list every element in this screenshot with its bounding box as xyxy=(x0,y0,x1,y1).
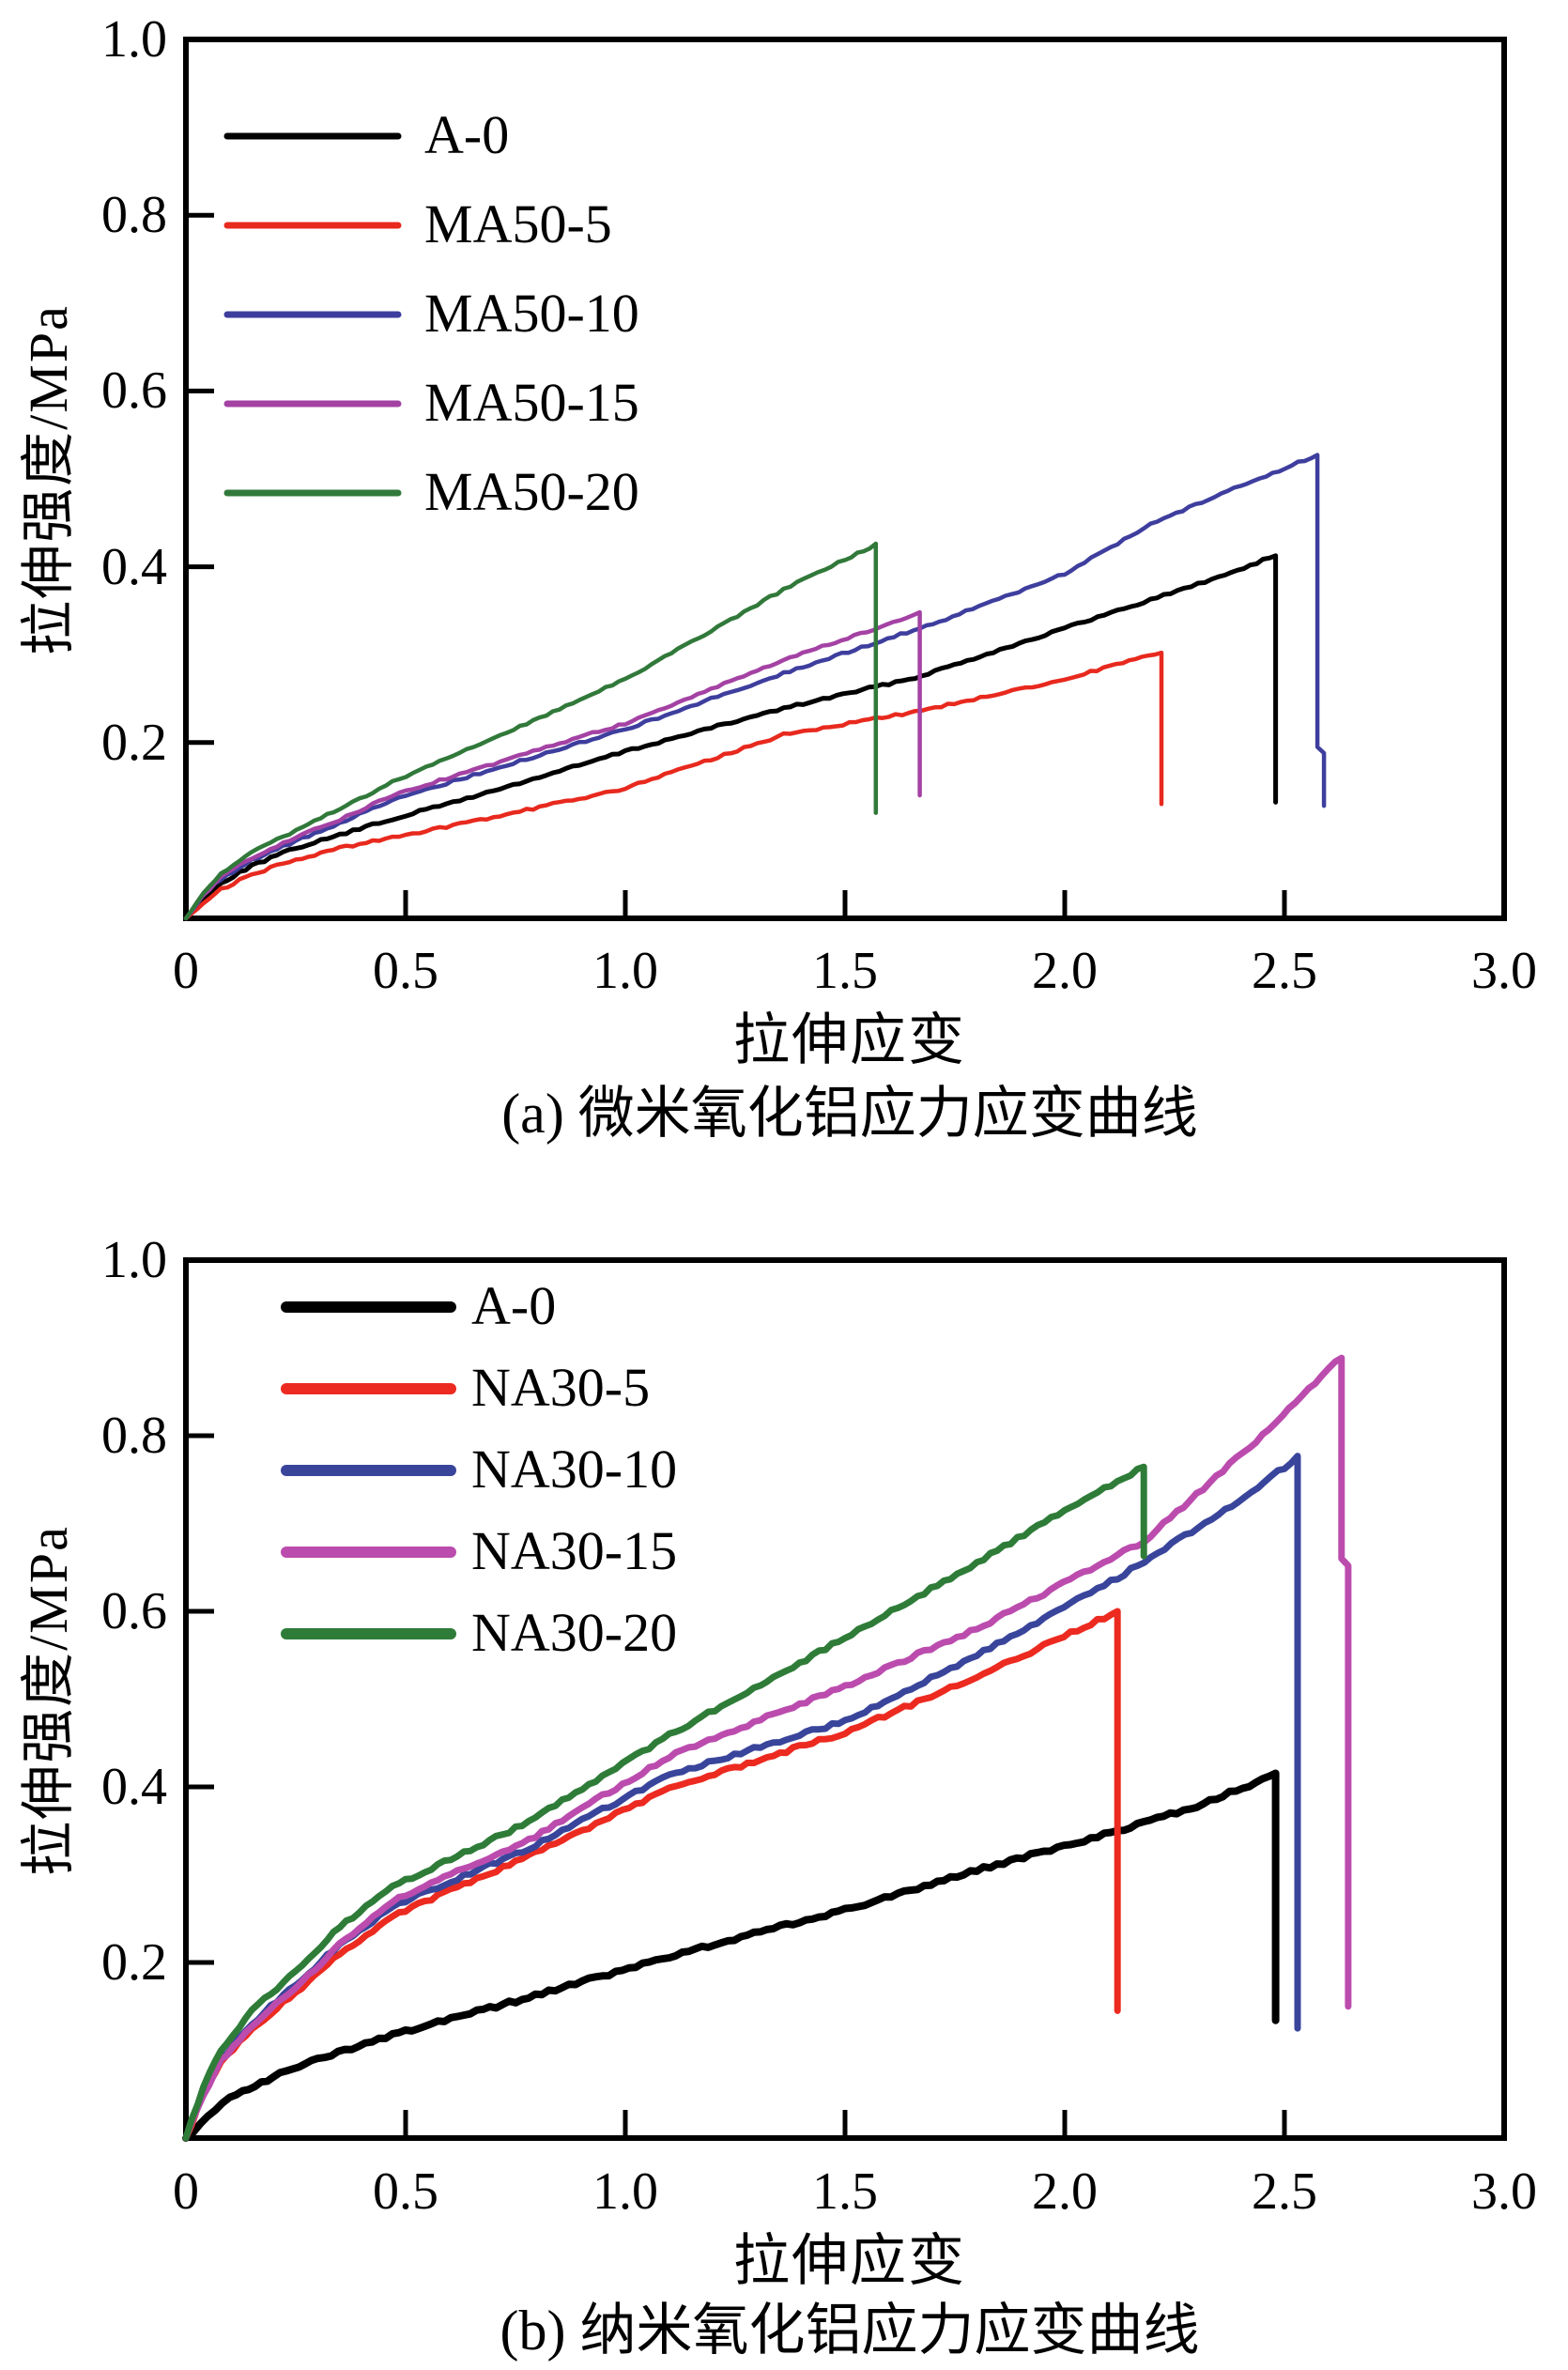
chart-a-series-MA50-15 xyxy=(183,609,922,921)
chart-a-x-axis-title: 拉伸应变 xyxy=(733,1009,966,1071)
chart-b-y-tick-label: 0.6 xyxy=(101,1582,167,1640)
chart-b-legend-label-NA30-15: NA30-15 xyxy=(471,1520,678,1581)
chart-a-y-tick-label: 1.0 xyxy=(101,10,167,69)
chart-a-x-tick-label: 2.0 xyxy=(1032,942,1098,1000)
chart-b-legend-label-NA30-10: NA30-10 xyxy=(471,1439,678,1500)
chart-b-series-NA30-5 xyxy=(182,1608,1121,2142)
chart-b-series-NA30-10 xyxy=(182,1453,1301,2142)
chart-b-series-NA30-20 xyxy=(182,1463,1147,2142)
chart-a-x-tick-label: 1.0 xyxy=(592,942,658,1000)
chart-b-x-tick-label: 2.5 xyxy=(1252,2162,1317,2221)
chart-a-series-MA50-20 xyxy=(183,541,879,921)
chart-a-y-tick-label: 0.4 xyxy=(101,537,167,596)
chart-a-y-tick-label: 0.8 xyxy=(101,186,167,245)
chart-b-x-tick-label: 1.0 xyxy=(592,2162,658,2221)
chart-a-x-tick-label: 2.5 xyxy=(1252,942,1317,1000)
chart-b-legend-label-NA30-5: NA30-5 xyxy=(471,1357,651,1418)
chart-a-legend-label-MA50-5: MA50-5 xyxy=(424,193,612,254)
chart-a-x-tick-label: 0 xyxy=(173,942,199,1000)
chart-a-x-tick-label: 3.0 xyxy=(1471,942,1537,1000)
chart-b-plot-border xyxy=(183,1257,1507,2141)
chart-b-legend-label-A-0: A-0 xyxy=(471,1275,557,1336)
chart-a-legend-label-MA50-20: MA50-20 xyxy=(424,461,639,522)
chart-b-caption: (b) 纳米氧化铝应力应变曲线 xyxy=(500,2300,1200,2362)
chart-b-x-tick-label: 3.0 xyxy=(1471,2162,1537,2221)
chart-a-caption: (a) 微米氧化铝应力应变曲线 xyxy=(501,1083,1198,1145)
chart-a-legend-label-MA50-10: MA50-10 xyxy=(424,283,639,344)
chart-b-y-tick-label: 0.4 xyxy=(101,1758,167,1816)
chart-b-x-axis-title: 拉伸应变 xyxy=(733,2230,966,2292)
chart-b-x-tick-label: 1.5 xyxy=(812,2162,878,2221)
chart-a-legend-label-A-0: A-0 xyxy=(424,104,510,165)
chart-b-x-tick-label: 0 xyxy=(173,2162,199,2221)
chart-a-series-MA50-5 xyxy=(183,650,1164,921)
chart-a-series-A-0 xyxy=(183,553,1279,921)
chart-b-legend-label-NA30-20: NA30-20 xyxy=(471,1602,678,1663)
chart-a-y-tick-label: 0.2 xyxy=(101,713,167,772)
chart-b-x-tick-label: 2.0 xyxy=(1032,2162,1098,2221)
chart-b-y-tick-label: 0.2 xyxy=(101,1933,167,1992)
chart-a-x-tick-label: 1.5 xyxy=(812,942,878,1000)
chart-b-y-tick-label: 1.0 xyxy=(101,1231,167,1289)
chart-a-legend-label-MA50-15: MA50-15 xyxy=(424,372,639,433)
chart-a-series-MA50-10 xyxy=(183,453,1327,921)
chart-b-series-NA30-15 xyxy=(182,1354,1352,2142)
chart-b-y-tick-label: 0.8 xyxy=(101,1407,167,1465)
chart-a-y-tick-label: 0.6 xyxy=(101,362,167,421)
chart-b-series-A-0 xyxy=(182,1769,1280,2142)
chart-b-x-tick-label: 0.5 xyxy=(373,2162,438,2221)
chart-a-plot-border xyxy=(183,37,1507,921)
chart-a-x-tick-label: 0.5 xyxy=(373,942,438,1000)
